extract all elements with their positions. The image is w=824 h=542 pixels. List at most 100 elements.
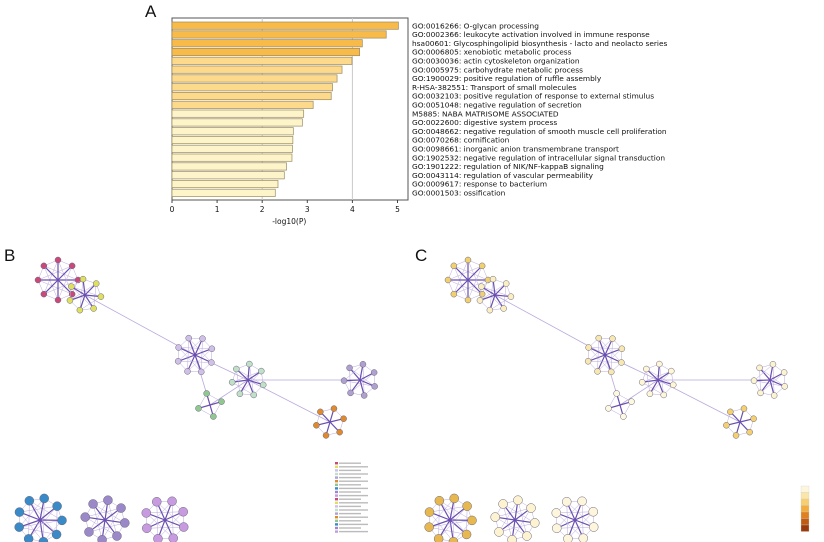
x-tick-label: 3 bbox=[305, 205, 310, 214]
network-edge bbox=[566, 501, 569, 539]
network-edge bbox=[489, 296, 512, 311]
network-node bbox=[120, 518, 130, 528]
legend-swatch bbox=[335, 480, 338, 483]
legend-swatch bbox=[335, 530, 338, 533]
x-tick-label: 1 bbox=[215, 205, 220, 214]
network-node bbox=[464, 296, 472, 304]
network-node bbox=[208, 359, 215, 366]
network-edge bbox=[556, 511, 594, 514]
network-node bbox=[330, 405, 338, 412]
bar-chart: GO:0016266: O-glycan processingGO:000236… bbox=[170, 17, 668, 226]
network-node bbox=[88, 499, 98, 509]
network-edge bbox=[209, 379, 249, 406]
network-edge bbox=[178, 347, 212, 349]
network-edge bbox=[69, 283, 97, 301]
network-edge bbox=[43, 279, 59, 295]
network-edge bbox=[502, 503, 535, 524]
network bbox=[14, 256, 378, 542]
network-node bbox=[76, 306, 84, 314]
network-node bbox=[502, 280, 510, 287]
network-node bbox=[424, 507, 435, 517]
legend-text-placeholder bbox=[339, 473, 368, 475]
network-edge bbox=[43, 265, 79, 281]
legend-text-placeholder bbox=[339, 512, 361, 515]
network-node bbox=[562, 497, 572, 507]
network-node bbox=[68, 262, 76, 270]
network-edge bbox=[429, 520, 473, 528]
panel-label-a: A bbox=[145, 2, 157, 21]
network-edge bbox=[646, 368, 651, 394]
network-node bbox=[656, 360, 663, 368]
legend-text-placeholder bbox=[339, 494, 368, 497]
network-node bbox=[588, 507, 598, 517]
network-edge bbox=[517, 500, 528, 537]
category-label: GO:0048662: negative regulation of smoot… bbox=[412, 127, 667, 136]
colorbar-segment bbox=[800, 485, 810, 493]
network-node bbox=[116, 503, 126, 513]
network-node bbox=[178, 507, 188, 517]
network-node bbox=[52, 501, 62, 511]
network-node bbox=[185, 334, 192, 342]
legend-text-placeholder bbox=[339, 462, 361, 464]
network-node bbox=[84, 527, 94, 537]
network-edge bbox=[753, 364, 774, 381]
legend-swatch bbox=[335, 519, 338, 522]
legend-text-placeholder bbox=[339, 520, 361, 522]
network-edge bbox=[642, 370, 672, 383]
category-label: GO:0043114: regulation of vascular perme… bbox=[412, 171, 594, 180]
legend-text-placeholder bbox=[339, 491, 361, 493]
network-node bbox=[80, 512, 90, 522]
network-node bbox=[507, 293, 515, 300]
network-node bbox=[478, 262, 486, 270]
network-node bbox=[167, 496, 177, 507]
legend-text-placeholder bbox=[339, 530, 368, 533]
network-edge bbox=[19, 511, 44, 542]
enrichment-networks bbox=[14, 256, 810, 542]
network-node bbox=[40, 262, 48, 270]
network-node bbox=[198, 368, 205, 376]
network-edge bbox=[57, 279, 73, 295]
network-node bbox=[322, 432, 330, 439]
network-node bbox=[618, 359, 625, 366]
network-node bbox=[750, 377, 758, 384]
network-edge bbox=[29, 500, 63, 521]
network-node bbox=[195, 405, 202, 412]
network-edge bbox=[481, 286, 511, 297]
network-node bbox=[141, 508, 152, 518]
bar bbox=[171, 109, 305, 118]
network-edge bbox=[453, 265, 469, 301]
network-edge bbox=[178, 361, 212, 363]
legend-text-placeholder bbox=[339, 480, 368, 482]
network-node bbox=[14, 522, 24, 532]
legend-text-placeholder bbox=[339, 523, 368, 526]
legend-text-placeholder bbox=[339, 505, 361, 508]
legend-swatch bbox=[335, 526, 338, 530]
network-edge bbox=[502, 503, 513, 540]
network-edge bbox=[171, 501, 174, 539]
network-node bbox=[643, 365, 650, 373]
legend-text-placeholder bbox=[339, 509, 368, 511]
network-edge bbox=[146, 526, 184, 529]
network-node bbox=[464, 256, 472, 264]
network-edge bbox=[156, 501, 159, 539]
legend-text-placeholder bbox=[339, 502, 368, 504]
x-tick-label: 5 bbox=[395, 205, 400, 214]
legend-text-placeholder bbox=[339, 516, 368, 518]
network-node bbox=[228, 379, 236, 386]
bar bbox=[171, 74, 338, 83]
legend-text-placeholder bbox=[339, 466, 368, 468]
network-node bbox=[646, 390, 654, 398]
network-node bbox=[23, 534, 34, 542]
bar bbox=[171, 39, 363, 48]
network-edge bbox=[177, 338, 203, 362]
network-edge bbox=[588, 361, 622, 363]
bar bbox=[171, 30, 387, 39]
network-node bbox=[336, 428, 343, 436]
network-edge bbox=[659, 364, 664, 395]
bar bbox=[171, 136, 294, 145]
network-edge bbox=[247, 379, 331, 423]
network-node bbox=[781, 383, 788, 390]
network-edge bbox=[467, 279, 483, 295]
network-edge bbox=[498, 522, 535, 533]
